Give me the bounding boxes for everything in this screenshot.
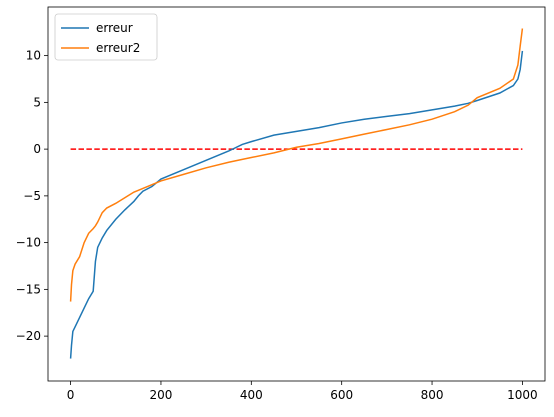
legend-label: erreur2: [96, 41, 140, 55]
axes-frame: [47, 6, 546, 382]
y-tick-label: −15: [16, 282, 41, 296]
series-line: [69, 50, 524, 359]
series-line: [69, 28, 524, 302]
y-tick-label: −10: [16, 236, 41, 250]
y-tick-label: −5: [23, 189, 41, 203]
y-tick-label: 0: [33, 142, 41, 156]
x-tick-label: 1000: [507, 388, 538, 402]
x-tick-label: 800: [421, 388, 444, 402]
legend-label: erreur: [96, 21, 133, 35]
x-tick-label: 0: [67, 388, 75, 402]
x-tick-label: 200: [150, 388, 173, 402]
y-tick-label: 10: [26, 49, 41, 63]
y-tick-label: −20: [16, 329, 41, 343]
x-tick-label: 600: [330, 388, 353, 402]
y-tick-label: 5: [33, 95, 41, 109]
x-tick-label: 400: [240, 388, 263, 402]
